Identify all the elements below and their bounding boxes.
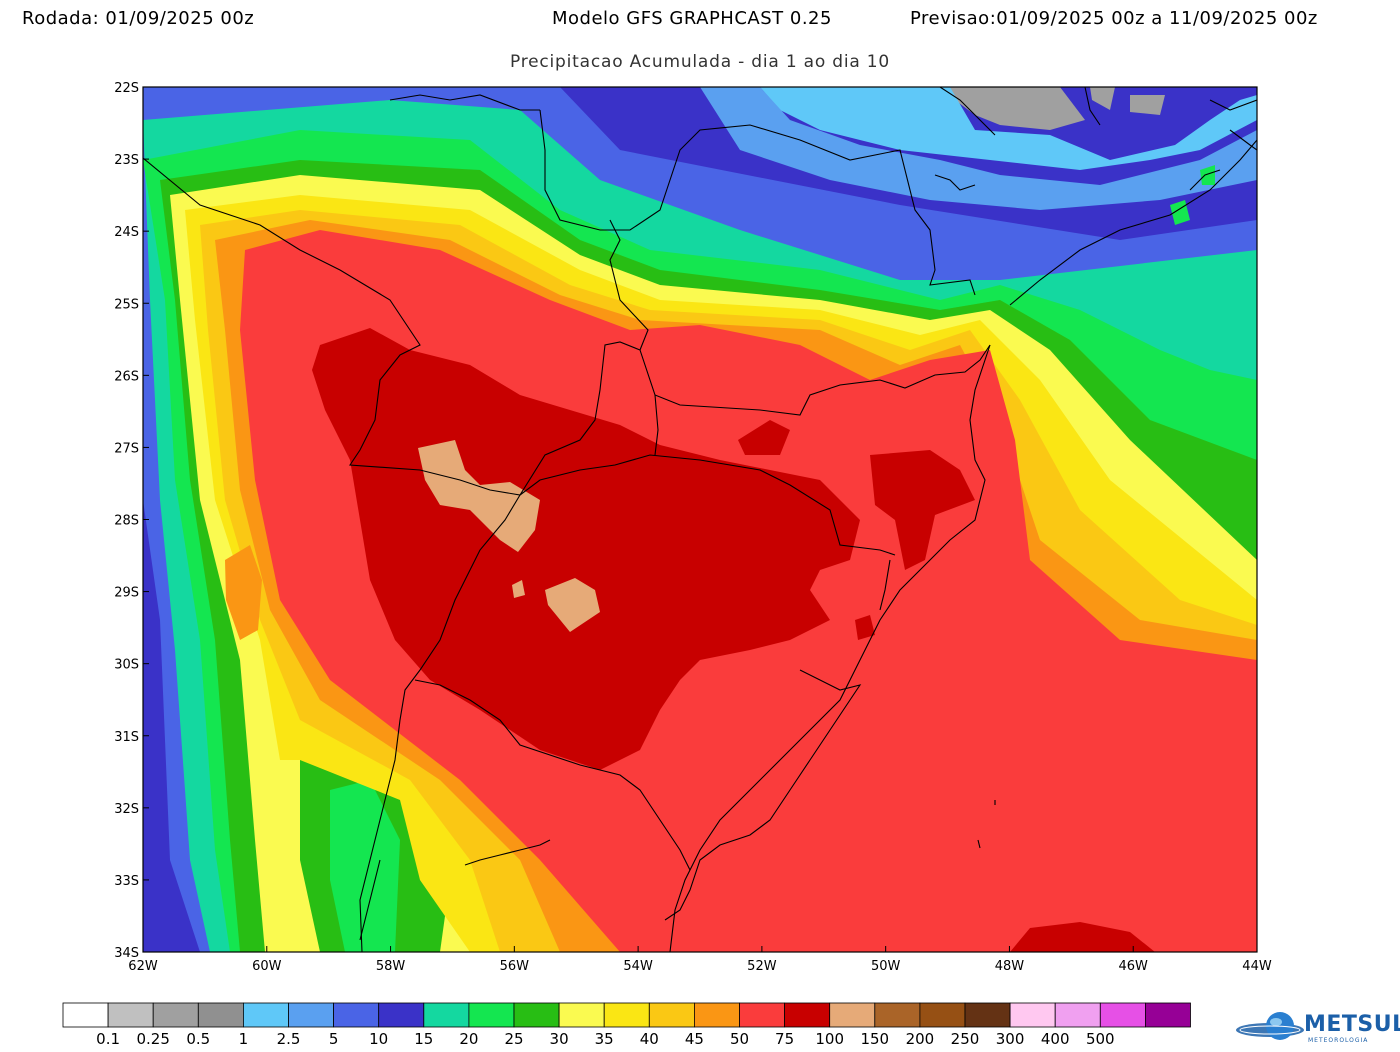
colorbar-swatch [197,1002,244,1028]
colorbar: 0.1 0.25 0.5 1 2.5 5 10 15 20 25 30 35 40 45 50 75 100 15… [62,1002,1191,1048]
run-label: Rodada: [22,8,100,29]
colorbar-label: 0.5 [186,1030,210,1048]
colorbar-label: 250 [951,1030,980,1048]
colorbar-swatch [468,1002,515,1028]
colorbar-swatch [107,1002,154,1028]
colorbar-swatch [603,1002,650,1028]
colorbar-swatch [1009,1002,1056,1028]
colorbar-label: 100 [815,1030,844,1048]
colorbar-swatch [874,1002,921,1028]
colorbar-swatch [423,1002,470,1028]
colorbar-label: 400 [1041,1030,1070,1048]
colorbar-label: 15 [414,1030,433,1048]
colorbar-swatch [648,1002,695,1028]
lat-label: 24S [114,225,139,240]
lat-label: 29S [114,586,139,601]
lon-label: 60W [252,959,282,974]
colorbar-label: 300 [996,1030,1025,1048]
lon-label: 54W [623,959,653,974]
lon-label: 56W [500,959,530,974]
logo-sub: METEOROLOGIA [1308,1037,1369,1044]
forecast-label: Previsao: [910,8,997,29]
political-borders [143,94,1257,952]
lat-label: 25S [114,297,139,312]
lat-label: 30S [114,658,139,673]
model-title: Modelo GFS GRAPHCAST 0.25 [552,8,832,29]
colorbar-label: 50 [730,1030,749,1048]
colorbar-swatch [919,1002,966,1028]
colorbar-label: 500 [1086,1030,1115,1048]
lat-label: 31S [114,730,139,745]
colorbar-swatch [1054,1002,1101,1028]
metsul-logo: METSUL METEOROLOGIA [1234,1008,1400,1048]
lon-label: 46W [1119,959,1149,974]
colorbar-swatch [694,1002,740,1028]
colorbar-label: 1 [239,1030,249,1048]
colorbar-label: 0.1 [96,1030,120,1048]
colorbar-swatch [242,1002,289,1028]
colorbar-swatch [288,1002,334,1028]
colorbar-label: 150 [860,1030,889,1048]
colorbar-label: 10 [369,1030,388,1048]
forecast-info: Previsao:01/09/2025 00z a 11/09/2025 00z [910,8,1318,29]
lon-label: 58W [376,959,406,974]
colorbar-label: 45 [685,1030,704,1048]
colorbar-label: 200 [906,1030,935,1048]
forecast-value: 01/09/2025 00z a 11/09/2025 00z [996,8,1318,29]
colorbar-swatch [378,1002,425,1028]
colorbar-swatch [784,1002,831,1028]
colorbar-label: 40 [640,1030,659,1048]
globe-icon [1236,1012,1304,1040]
colorbar-label: 0.25 [136,1030,169,1048]
map-subtitle: Precipitacao Acumulada - dia 1 ao dia 10 [509,52,891,72]
colorbar-label: 75 [775,1030,794,1048]
colorbar-swatch [829,1002,876,1028]
latitude-axis: 22S 23S 24S 25S 26S 27S 28S 29S 30S 31S 32S 33S 34S [114,81,149,961]
lat-label: 22S [114,81,139,96]
lon-label: 48W [995,959,1025,974]
precip-field [143,87,1257,952]
colorbar-label: 30 [550,1030,569,1048]
lat-label: 23S [114,153,139,168]
colorbar-swatch [739,1002,785,1028]
colorbar-swatch [1145,1002,1191,1028]
run-info: Rodada: 01/09/2025 00z [22,8,254,29]
colorbar-swatch [964,1002,1011,1028]
colorbar-label: 2.5 [277,1030,301,1048]
lat-label: 32S [114,802,139,817]
colorbar-swatch [152,1002,199,1028]
lat-label: 28S [114,514,139,529]
logo-name: METSUL [1304,1012,1400,1037]
lon-label: 44W [1242,959,1272,974]
colorbar-label: 25 [504,1030,523,1048]
lat-label: 26S [114,369,139,384]
lon-label: 62W [128,959,158,974]
lon-label: 50W [871,959,901,974]
colorbar-label: 35 [595,1030,614,1048]
longitude-axis: 62W 60W 58W 56W 54W 52W 50W 48W 46W 44W [128,946,1272,974]
colorbar-swatch [62,1002,109,1028]
lat-label: 27S [114,441,139,456]
colorbar-label: 5 [329,1030,339,1048]
run-value: 01/09/2025 00z [105,8,255,29]
lon-label: 52W [747,959,777,974]
colorbar-swatch [333,1002,380,1028]
colorbar-label: 20 [459,1030,478,1048]
colorbar-swatch [1099,1002,1146,1028]
colorbar-swatch [558,1002,605,1028]
lat-label: 33S [114,874,139,889]
colorbar-swatch [513,1002,560,1028]
lat-label: 34S [114,946,139,961]
